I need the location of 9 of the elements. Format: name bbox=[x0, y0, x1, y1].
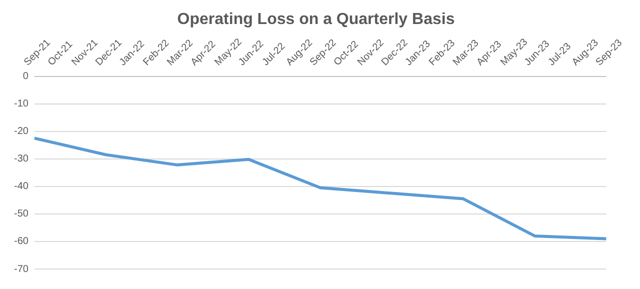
y-tick-label: -60 bbox=[14, 236, 29, 248]
chart-title: Operating Loss on a Quarterly Basis bbox=[177, 11, 455, 28]
y-tick-label: -50 bbox=[14, 208, 29, 220]
y-tick-label: -20 bbox=[14, 126, 29, 138]
y-tick-label: 0 bbox=[22, 71, 29, 82]
y-tick-label: -40 bbox=[14, 181, 29, 192]
y-tick-label: -70 bbox=[14, 264, 29, 275]
y-tick-label: -30 bbox=[14, 154, 29, 165]
y-tick-label: -10 bbox=[14, 98, 29, 110]
